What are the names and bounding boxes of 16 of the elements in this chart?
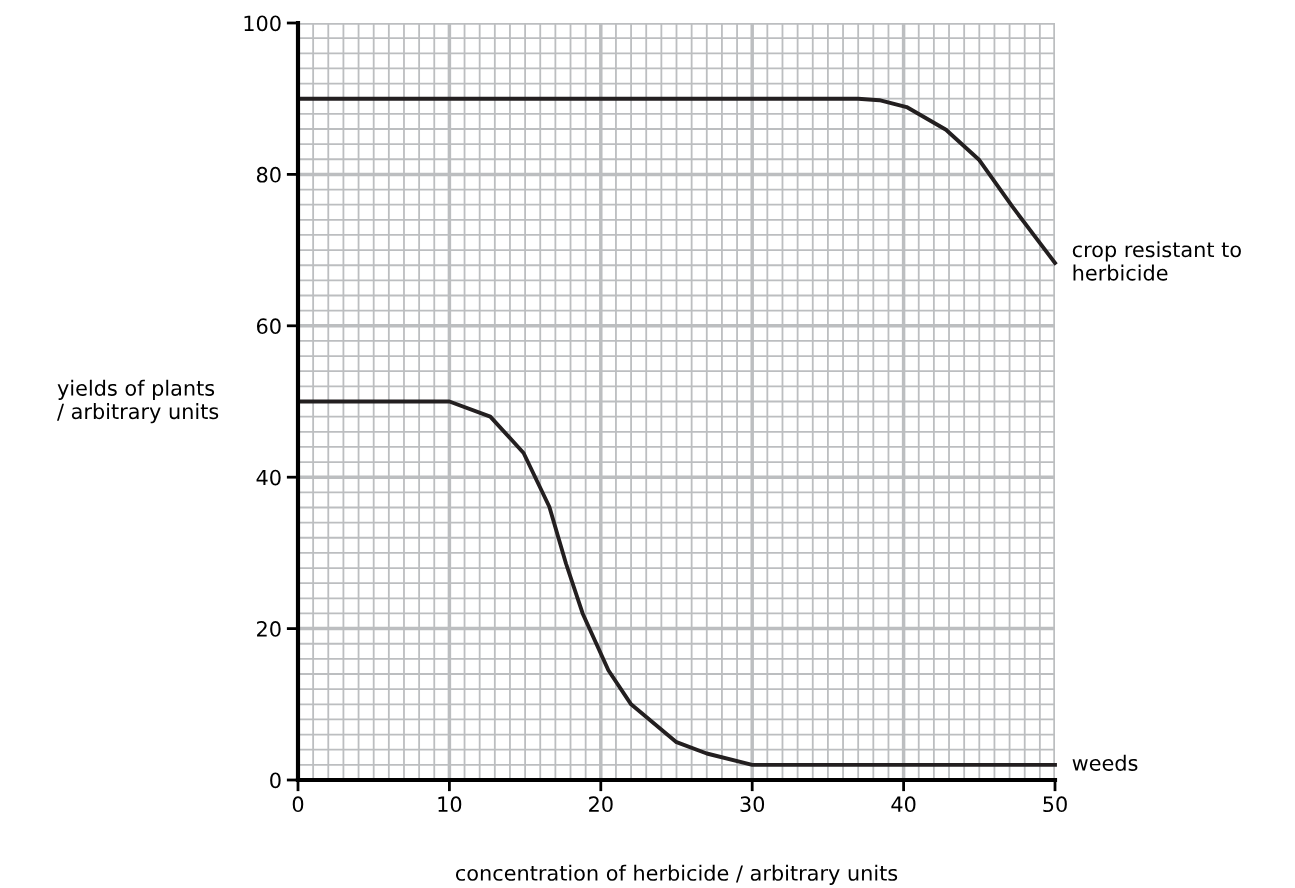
x-tick-label: 40 — [891, 796, 916, 813]
series-label: weeds — [1072, 754, 1138, 771]
x-tick-label: 50 — [1043, 796, 1067, 813]
x-tick-label: 10 — [438, 796, 462, 813]
y-tick-label: 40 — [256, 469, 281, 486]
x-axis-title: concentration of herbicide / arbitrary units — [455, 864, 898, 885]
series-label: crop resistant to herbicide — [1072, 241, 1241, 281]
x-tick-label: 0 — [292, 796, 304, 813]
x-tick-label: 20 — [589, 796, 613, 813]
y-tick-label: 100 — [244, 15, 281, 32]
y-axis-title: yields of plants / arbitrary units — [56, 379, 219, 424]
y-tick-label: 0 — [270, 772, 281, 789]
y-tick-label: 60 — [256, 318, 281, 335]
y-tick-label: 80 — [256, 166, 281, 183]
y-tick-label: 20 — [257, 621, 281, 637]
x-tick-label: 30 — [740, 796, 765, 813]
